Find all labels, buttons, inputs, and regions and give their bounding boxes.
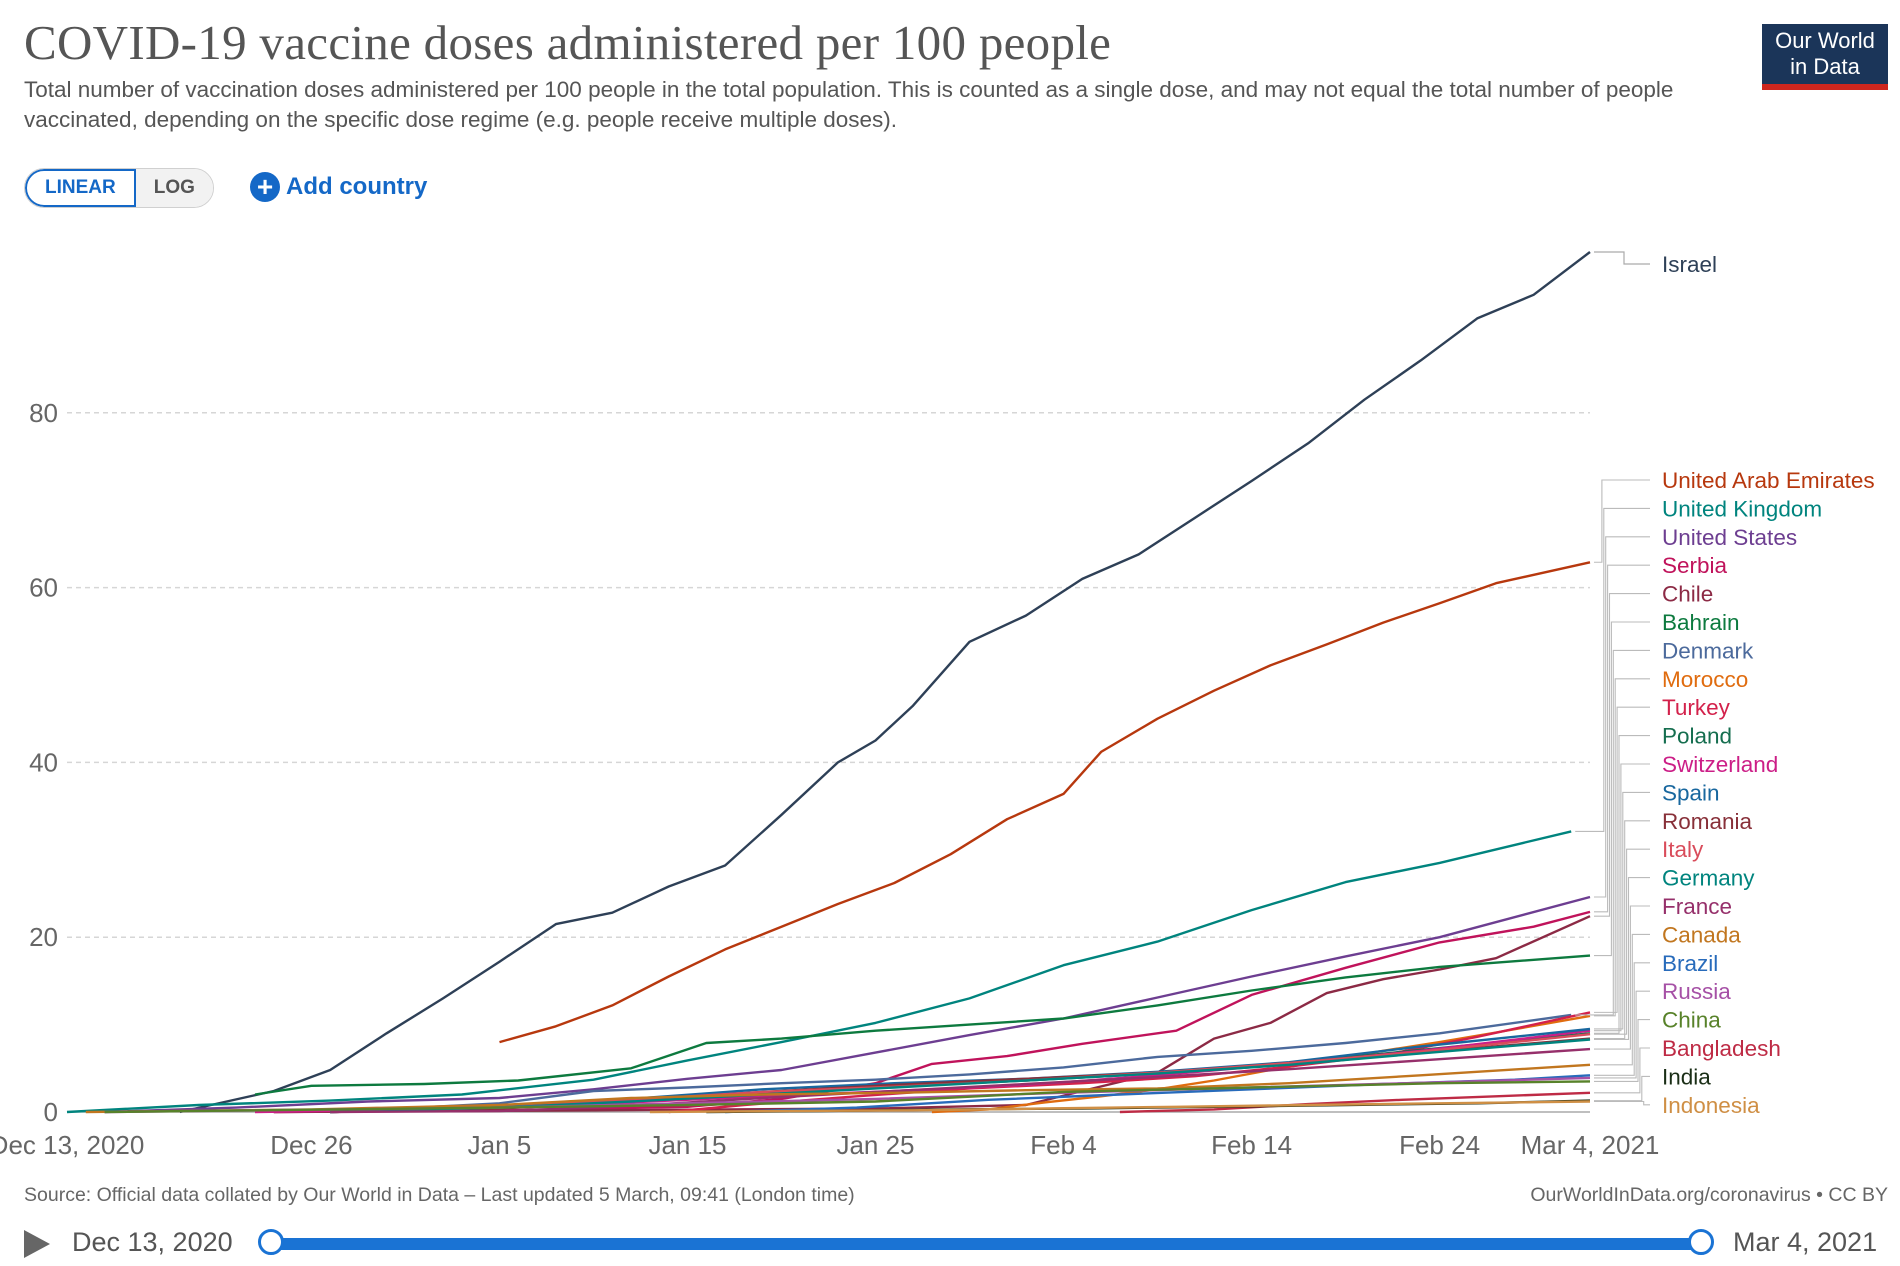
series-label: Italy: [1662, 837, 1704, 862]
series-line: [254, 954, 1591, 1096]
label-connector: [1594, 678, 1650, 1017]
series-label: Morocco: [1662, 667, 1748, 692]
y-tick-label: 20: [29, 922, 58, 952]
series-line: [1119, 1091, 1591, 1114]
x-tick-label: Jan 5: [468, 1130, 532, 1160]
plus-icon: +: [250, 172, 280, 202]
chart-subtitle: Total number of vaccination doses admini…: [24, 77, 1674, 132]
series-line: [330, 1038, 1591, 1114]
x-tick-label: Dec 26: [270, 1130, 352, 1160]
series-label: Israel: [1662, 252, 1717, 277]
series-line: [179, 251, 1591, 1114]
label-connector: [1594, 1100, 1650, 1106]
series-label: Germany: [1662, 866, 1755, 891]
series-label: Switzerland: [1662, 752, 1778, 777]
line-chart: 0 20 40 60 80 Dec 13, 2020 Dec 26 Jan 5 Jan 15 Ja…: [0, 251, 1875, 1160]
series-label: India: [1662, 1064, 1711, 1089]
add-country-button[interactable]: + Add country: [250, 168, 427, 206]
series-label: Brazil: [1662, 951, 1718, 976]
series-line: [66, 830, 1572, 1114]
label-connector: [1594, 820, 1650, 1040]
source-link[interactable]: OurWorldInData.org/coronavirus • CC BY: [1530, 1184, 1888, 1206]
label-connector: [1594, 1047, 1650, 1094]
label-connector: [1594, 564, 1650, 913]
owid-logo[interactable]: Our World in Data: [1762, 24, 1888, 90]
label-connector: [1594, 479, 1650, 563]
series-label: France: [1662, 894, 1732, 919]
timeline-start-handle[interactable]: [258, 1229, 284, 1255]
series-label: Romania: [1662, 809, 1753, 834]
timeline: Dec 13, 2020 Mar 4, 2021: [0, 1220, 1900, 1266]
logo-line-1: Our World: [1775, 28, 1875, 53]
label-connector: [1594, 848, 1650, 1035]
x-tick-label: Mar 4, 2021: [1521, 1130, 1660, 1160]
label-connector: [1575, 649, 1650, 1016]
linear-scale-button[interactable]: LINEAR: [25, 169, 136, 207]
label-connector: [1594, 990, 1650, 1079]
add-country-label: Add country: [286, 173, 428, 200]
series-label: Spain: [1662, 780, 1720, 805]
source-note: Source: Official data collated by Our Wo…: [24, 1184, 855, 1206]
series-line: [499, 561, 1591, 1044]
timeline-track[interactable]: [271, 1238, 1701, 1250]
series-line: [273, 915, 1591, 1114]
series-label: Denmark: [1662, 638, 1754, 663]
logo-line-2: in Data: [1790, 54, 1860, 79]
series-line: [931, 1014, 1591, 1114]
series-label: Bangladesh: [1662, 1036, 1781, 1061]
label-connector: [1594, 706, 1650, 1013]
y-tick-label: 0: [44, 1097, 58, 1127]
series-label: Turkey: [1662, 695, 1731, 720]
log-scale-button[interactable]: LOG: [135, 169, 213, 207]
timeline-end-date: Mar 4, 2021: [1733, 1227, 1878, 1257]
x-tick-label: Feb 24: [1399, 1130, 1480, 1160]
label-connector: [1594, 763, 1650, 1032]
series-label: Chile: [1662, 582, 1713, 607]
series-label: China: [1662, 1008, 1721, 1033]
series-label: Russia: [1662, 979, 1731, 1004]
label-connector: [1594, 933, 1650, 1066]
chart-title: COVID-19 vaccine doses administered per …: [24, 15, 1112, 70]
scale-toggle: LINEAR LOG: [24, 168, 214, 208]
series-label: Indonesia: [1662, 1093, 1760, 1118]
label-connector: [1594, 962, 1650, 1076]
x-tick-label: Feb 4: [1030, 1130, 1097, 1160]
series-line: [649, 1100, 1591, 1114]
label-connector: [1594, 735, 1650, 1034]
series-label: United States: [1662, 525, 1797, 550]
y-tick-label: 60: [29, 573, 58, 603]
series-label: United Arab Emirates: [1662, 468, 1875, 493]
timeline-start-date: Dec 13, 2020: [72, 1227, 233, 1257]
label-connector: [1594, 251, 1650, 265]
label-connector: [1594, 877, 1650, 1041]
play-icon[interactable]: [24, 1230, 50, 1258]
label-connector: [1594, 1075, 1650, 1102]
series-label: Canada: [1662, 922, 1741, 947]
x-tick-label: Dec 13, 2020: [0, 1130, 144, 1160]
label-connector: [1594, 905, 1650, 1050]
series-label: Bahrain: [1662, 610, 1740, 635]
series-label: Poland: [1662, 724, 1732, 749]
series-line: [85, 1063, 1591, 1114]
series-line: [104, 895, 1591, 1114]
y-tick-label: 80: [29, 398, 58, 428]
label-connector: [1594, 1019, 1650, 1082]
label-connector: [1594, 593, 1650, 917]
series-line: [330, 1047, 1591, 1114]
series-line: [330, 1013, 1572, 1114]
x-tick-label: Feb 14: [1211, 1130, 1292, 1160]
label-connector: [1594, 621, 1650, 957]
label-connector: [1575, 507, 1650, 832]
label-connector: [1594, 536, 1650, 898]
series-label: Serbia: [1662, 553, 1728, 578]
x-tick-label: Jan 25: [836, 1130, 914, 1160]
series-line: [104, 1080, 1591, 1114]
label-connector: [1594, 791, 1650, 1030]
x-tick-label: Jan 15: [648, 1130, 726, 1160]
timeline-end-handle[interactable]: [1688, 1229, 1714, 1255]
series-label: United Kingdom: [1662, 496, 1822, 521]
y-tick-label: 40: [29, 747, 58, 777]
